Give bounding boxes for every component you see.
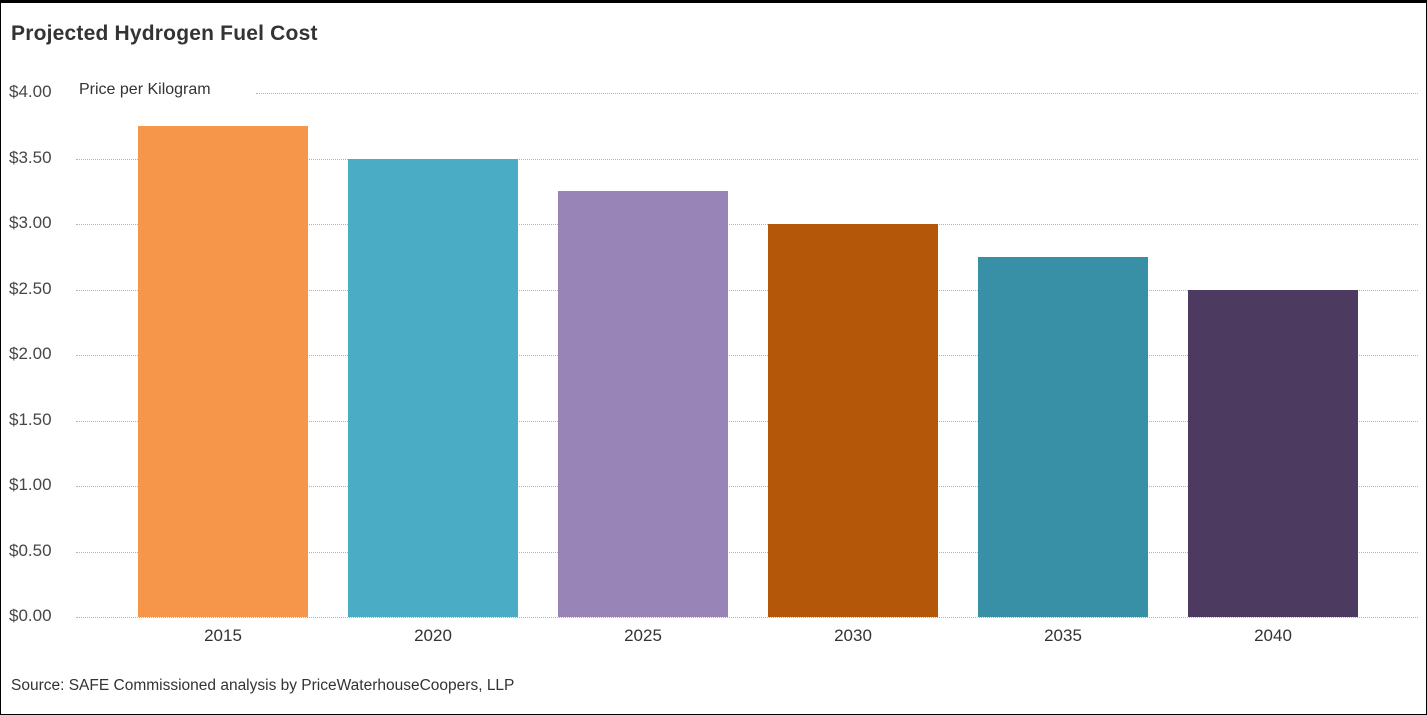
bar-2030 <box>768 224 938 617</box>
bar-2015 <box>138 125 308 617</box>
y-axis-unit-label: Price per Kilogram <box>79 81 211 98</box>
y-axis-tick-label: $3.50 <box>9 147 52 167</box>
bar-2025 <box>558 191 728 617</box>
bar-2020 <box>348 158 518 617</box>
x-axis-tick-label-2015: 2015 <box>204 626 242 645</box>
y-axis-tick-label: $0.00 <box>9 606 52 625</box>
x-axis-tick-label-2025: 2025 <box>624 626 662 645</box>
gridline-3.50 <box>76 158 1418 160</box>
x-axis-tick-label-2035: 2035 <box>1044 626 1082 645</box>
chart-title: Projected Hydrogen Fuel Cost <box>11 22 318 45</box>
y-axis-tick-label: $4.00 <box>9 82 52 101</box>
gridline-0.50 <box>76 551 1418 553</box>
gridline-2.50 <box>76 289 1418 291</box>
y-axis-tick-label: $0.50 <box>9 540 52 560</box>
y-axis-tick-label: $2.50 <box>9 278 52 298</box>
gridline-0.00 <box>76 617 1418 618</box>
gridline-2.00 <box>76 355 1418 356</box>
gridline-1.50 <box>76 420 1418 422</box>
x-axis-tick-label-2020: 2020 <box>414 626 452 645</box>
bar-2035 <box>978 256 1148 617</box>
bar-2040 <box>1188 289 1358 617</box>
y-axis-tick-label: $1.50 <box>9 409 52 429</box>
gridline-1.00 <box>76 486 1418 487</box>
y-axis-tick-label: $3.00 <box>9 213 52 232</box>
gridline-3.00 <box>76 224 1418 225</box>
x-axis-tick-label-2030: 2030 <box>834 626 872 645</box>
y-axis-tick-label: $2.00 <box>9 344 52 363</box>
y-axis-tick-label: $1.00 <box>9 475 52 494</box>
gridline-4.00 <box>256 93 1418 94</box>
x-axis-tick-label-2040: 2040 <box>1254 626 1292 645</box>
plot-area: $4.00 $3.50 $3.00 $2.50 $2.00 $1.50 $1.00 $0.50… <box>1 3 1427 715</box>
source-attribution: Source: SAFE Commissioned analysis by Pr… <box>11 677 515 694</box>
